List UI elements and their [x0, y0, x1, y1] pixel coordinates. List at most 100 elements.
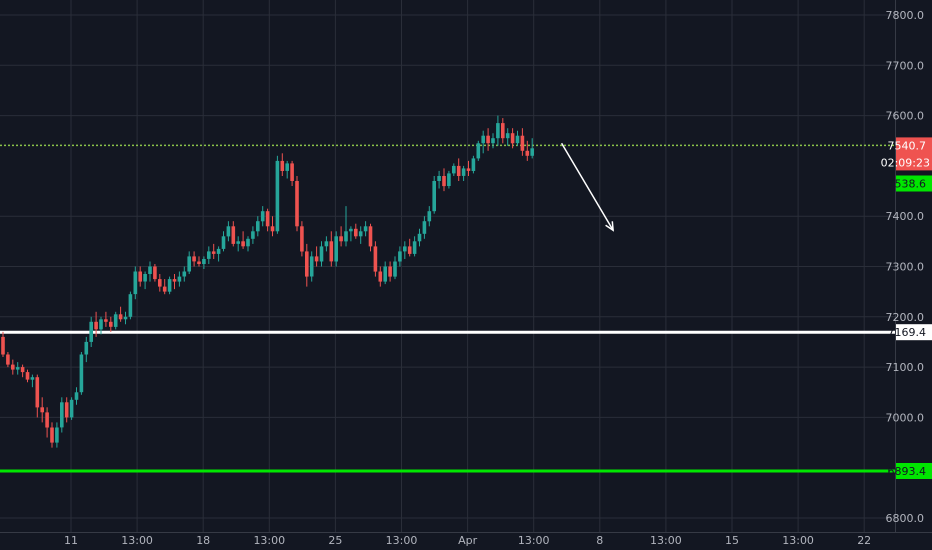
candle-body[interactable] [35, 377, 40, 408]
candle-body[interactable] [89, 321, 93, 342]
candle-body[interactable] [270, 226, 275, 232]
candle-body[interactable] [471, 158, 476, 171]
candle-body[interactable] [133, 271, 138, 295]
candle-body[interactable] [79, 354, 84, 393]
candle-body[interactable] [104, 319, 108, 322]
candle-body[interactable] [295, 181, 299, 227]
candle-body[interactable] [280, 160, 285, 171]
candle-body[interactable] [94, 321, 98, 330]
candle-body[interactable] [74, 392, 79, 400]
candle-body[interactable] [515, 135, 520, 144]
candle-body[interactable] [15, 367, 20, 370]
candle-body[interactable] [496, 123, 500, 139]
candle-body[interactable] [182, 271, 187, 277]
candle-body[interactable] [305, 251, 309, 277]
candle-body[interactable] [432, 181, 436, 212]
candle-body[interactable] [398, 251, 402, 262]
candle-body[interactable] [64, 402, 69, 418]
candle-body[interactable] [162, 286, 167, 292]
candle-body[interactable] [466, 168, 471, 171]
candle-body[interactable] [447, 173, 451, 186]
candle-body[interactable] [329, 241, 334, 262]
candle-body[interactable] [363, 226, 368, 232]
candle-body[interactable] [393, 261, 397, 277]
candle-body[interactable] [211, 251, 216, 254]
candle-body[interactable] [285, 163, 289, 171]
candle-body[interactable] [251, 231, 255, 239]
candle-body[interactable] [373, 246, 378, 272]
candle-body[interactable] [30, 377, 35, 380]
candle-body[interactable] [309, 256, 314, 277]
candle-body[interactable] [20, 367, 25, 373]
candle-body[interactable] [349, 228, 353, 232]
candle-body[interactable] [403, 246, 407, 252]
candle-body[interactable] [109, 321, 113, 327]
candle-body[interactable] [344, 231, 348, 242]
candle-body[interactable] [412, 241, 417, 254]
candle-body[interactable] [172, 279, 177, 282]
candle-body[interactable] [148, 266, 152, 275]
candle-body[interactable] [417, 233, 422, 242]
candle-body[interactable] [520, 135, 525, 151]
candle-body[interactable] [354, 228, 358, 237]
candle-body[interactable] [226, 226, 231, 237]
candle-body[interactable] [50, 427, 54, 443]
candle-body[interactable] [437, 176, 441, 181]
candle-body[interactable] [6, 354, 10, 365]
time-axis-panel[interactable] [0, 532, 932, 550]
candle-body[interactable] [383, 266, 387, 282]
candle-body[interactable] [314, 256, 319, 262]
candle-body[interactable] [231, 226, 236, 244]
candle-body[interactable] [358, 231, 363, 237]
candle-body[interactable] [1, 336, 5, 355]
candle-body[interactable] [118, 314, 123, 320]
candle-body[interactable] [368, 226, 373, 247]
candle-body[interactable] [113, 314, 118, 327]
candle-body[interactable] [25, 372, 30, 380]
candle-body[interactable] [143, 274, 147, 282]
candle-body[interactable] [456, 165, 461, 176]
candle-body[interactable] [177, 276, 182, 282]
candle-body[interactable] [324, 241, 329, 247]
candle-body[interactable] [256, 221, 260, 232]
candle-body[interactable] [138, 271, 142, 282]
candle-body[interactable] [167, 279, 172, 292]
candle-body[interactable] [442, 176, 446, 187]
candle-body[interactable] [207, 251, 211, 259]
candle-body[interactable] [388, 266, 392, 277]
candle-body[interactable] [265, 211, 270, 227]
candle-body[interactable] [407, 246, 412, 254]
price-axis-panel[interactable] [895, 0, 932, 532]
candle-body[interactable] [99, 319, 103, 330]
candle-body[interactable] [202, 259, 206, 264]
candle-body[interactable] [45, 412, 49, 428]
candle-body[interactable] [510, 133, 515, 144]
candle-body[interactable] [452, 165, 456, 174]
candle-body[interactable] [491, 138, 495, 144]
candle-body[interactable] [123, 316, 128, 320]
candle-body[interactable] [319, 246, 324, 262]
candle-body[interactable] [290, 163, 294, 181]
candle-body[interactable] [192, 256, 196, 262]
candle-body[interactable] [158, 279, 162, 287]
candle-body[interactable] [486, 135, 490, 144]
candle-body[interactable] [427, 211, 432, 222]
candle-body[interactable] [246, 238, 250, 247]
candle-body[interactable] [11, 364, 15, 370]
candle-body[interactable] [378, 271, 383, 282]
candle-body[interactable] [422, 221, 427, 234]
candle-body[interactable] [260, 211, 265, 222]
candle-body[interactable] [525, 150, 530, 156]
candle-body[interactable] [461, 168, 466, 176]
candle-body[interactable] [69, 399, 74, 418]
candle-body[interactable] [153, 266, 157, 280]
candle-body[interactable] [40, 407, 44, 413]
candle-body[interactable] [530, 148, 534, 156]
candle-body[interactable] [339, 236, 343, 242]
candle-body[interactable] [476, 143, 481, 159]
candle-body[interactable] [334, 236, 338, 262]
trend-arrow-line[interactable] [560, 142, 614, 231]
candle-body[interactable] [84, 341, 89, 355]
candle-body[interactable] [197, 261, 201, 265]
